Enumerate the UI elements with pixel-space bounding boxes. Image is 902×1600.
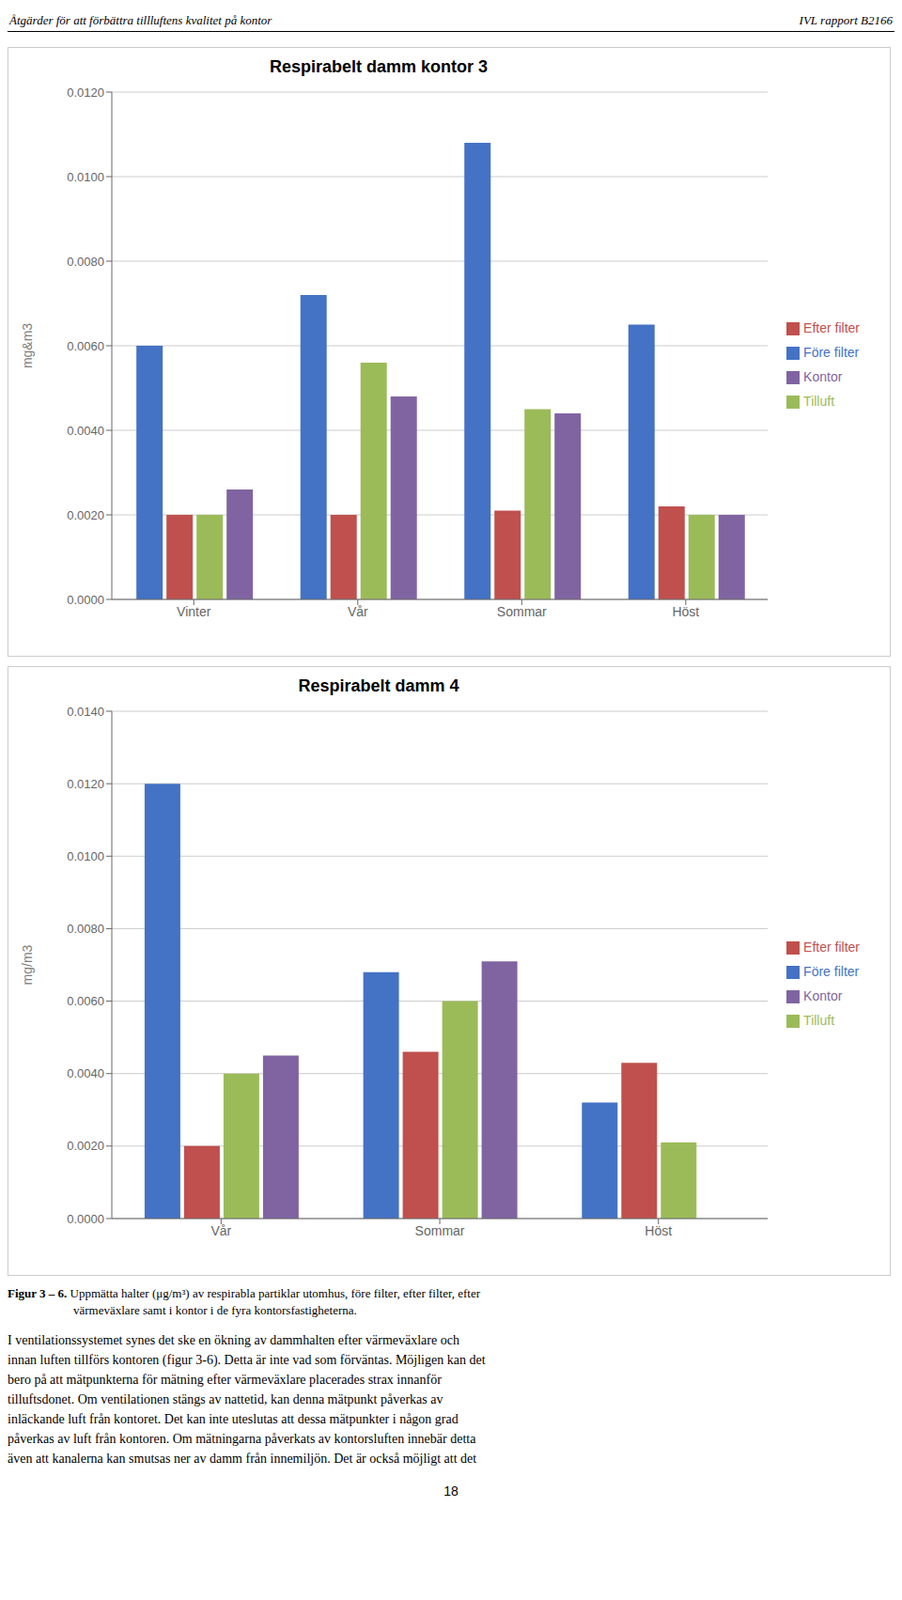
html-text:I ventilationssystemet synes d: I ventilationssystemet synes det ske en … xyxy=(7,1333,460,1348)
svg-text:0.0100: 0.0100 xyxy=(66,849,105,864)
html-text:18: 18 xyxy=(443,1483,459,1499)
svg-text:Höst: Höst xyxy=(644,1223,672,1239)
html-text:Tilluft: Tilluft xyxy=(803,393,835,409)
svg-text:mg/m3: mg/m3 xyxy=(19,944,35,985)
html-text:Kontor: Kontor xyxy=(803,369,843,385)
svg-text:0.0060: 0.0060 xyxy=(66,994,105,1009)
svg-text:0.0140: 0.0140 xyxy=(66,704,105,719)
svg-text:0.0020: 0.0020 xyxy=(66,508,105,523)
html-text:Kontor: Kontor xyxy=(803,988,843,1004)
svg-text:0.0080: 0.0080 xyxy=(66,921,105,936)
svg-text:0.0120: 0.0120 xyxy=(66,85,105,100)
svg-text:0.0040: 0.0040 xyxy=(66,1066,105,1081)
svg-text:0.0100: 0.0100 xyxy=(66,170,105,185)
svg-text:0.0040: 0.0040 xyxy=(66,423,105,438)
svg-text:Sommar: Sommar xyxy=(497,604,547,620)
svg-text:Sommar: Sommar xyxy=(415,1223,466,1239)
html-text:Före filter: Före filter xyxy=(803,964,859,980)
svg-text:0.0000: 0.0000 xyxy=(66,1212,105,1227)
svg-text:0.0000: 0.0000 xyxy=(66,592,105,607)
html-text:bero på att mätpunkterna för m: bero på att mätpunkterna för mätning eft… xyxy=(7,1372,442,1387)
html-text:Respirabelt damm 4: Respirabelt damm 4 xyxy=(298,676,459,696)
svg-text:0.0120: 0.0120 xyxy=(66,777,105,792)
svg-text:Vår: Vår xyxy=(347,604,369,620)
svg-text:Höst: Höst xyxy=(671,604,700,620)
html-text:även att kanalerna kan smutsas: även att kanalerna kan smutsas ner av da… xyxy=(7,1451,477,1466)
html-text:Tilluft: Tilluft xyxy=(803,1012,835,1028)
html-text:påverkas av luft från kontoren: påverkas av luft från kontoren. Om mätni… xyxy=(7,1431,476,1447)
svg-text:Vinter: Vinter xyxy=(176,604,212,620)
svg-text:mg&m3: mg&m3 xyxy=(19,323,35,369)
svg-text:Vår: Vår xyxy=(210,1223,232,1239)
svg-text:0.0060: 0.0060 xyxy=(66,339,105,354)
html-text:IVL rapport B2166: IVL rapport B2166 xyxy=(799,13,893,28)
svg-text:0.0080: 0.0080 xyxy=(66,254,105,269)
html-text:inläckande luft från kontoret.: inläckande luft från kontoret. Det kan i… xyxy=(7,1412,459,1427)
html-text:Efter filter: Efter filter xyxy=(803,320,860,336)
html-text:Efter filter: Efter filter xyxy=(803,939,860,955)
html-text:innan luften tillförs kontoren: innan luften tillförs kontoren (figur 3-… xyxy=(7,1353,486,1368)
html-text:Före filter: Före filter xyxy=(803,344,859,360)
html-text:Åtgärder för att förbättra til: Åtgärder för att förbättra tillluftens k… xyxy=(9,13,272,28)
svg-text:0.0020: 0.0020 xyxy=(66,1138,105,1153)
html-text:värmeväxlare samt i kontor i d: värmeväxlare samt i kontor i de fyra kon… xyxy=(73,1303,357,1318)
html-text:Figur 3 – 6. Uppmätta halter (: Figur 3 – 6. Uppmätta halter (μg/m³) av … xyxy=(7,1286,481,1301)
html-text:Respirabelt damm kontor 3: Respirabelt damm kontor 3 xyxy=(269,57,488,77)
html-text:tilluftsdonet. Om ventilatione: tilluftsdonet. Om ventilationen stängs a… xyxy=(7,1392,444,1407)
